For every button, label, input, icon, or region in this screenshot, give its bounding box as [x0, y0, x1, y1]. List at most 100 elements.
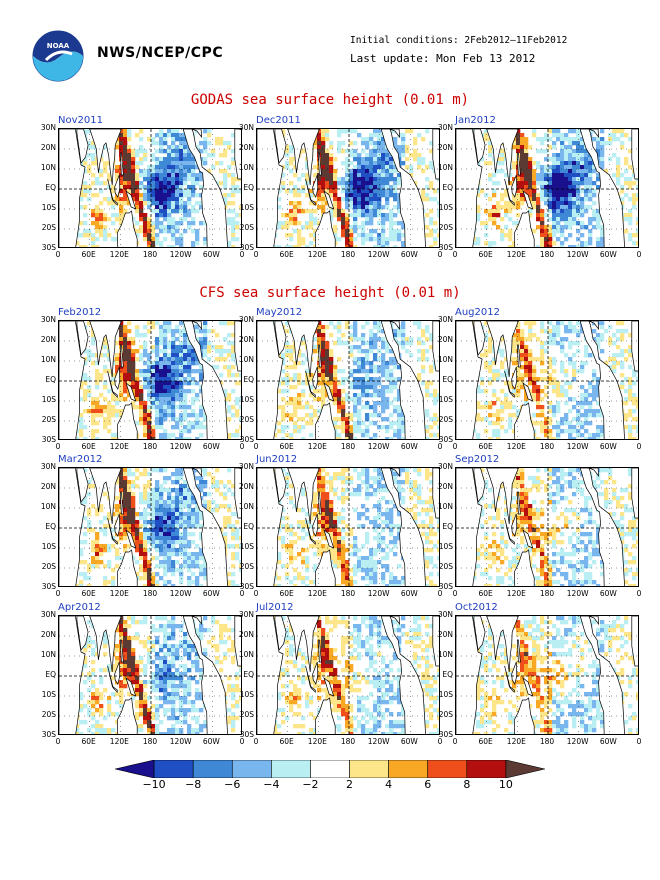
x-tick-label: 0: [636, 589, 642, 598]
y-tick-label: 30S: [438, 730, 453, 739]
last-update: Last update: Mon Feb 13 2012: [350, 52, 536, 65]
y-tick-label: 30S: [239, 435, 254, 444]
x-tick-label: 180: [142, 737, 158, 746]
x-tick-label: 180: [142, 589, 158, 598]
y-tick-label: EQ: [45, 183, 56, 192]
x-tick-label: 120E: [307, 250, 327, 259]
panel-label: Sep2012: [455, 454, 500, 465]
y-tick-label: 20N: [437, 482, 453, 491]
x-tick-label: 60W: [599, 442, 617, 451]
x-tick-label: 60E: [81, 250, 96, 259]
ssh-map-panel: [455, 320, 639, 440]
y-tick-label: 10S: [41, 203, 56, 212]
land-outline: [257, 468, 439, 586]
x-tick-label: 0: [452, 589, 458, 598]
ssh-map-panel: [256, 467, 440, 587]
x-tick-label: 120W: [169, 589, 192, 598]
y-tick-label: EQ: [45, 375, 56, 384]
y-tick-label: 20S: [41, 710, 56, 719]
x-tick-label: 120W: [566, 589, 589, 598]
y-tick-label: EQ: [243, 522, 254, 531]
x-tick-label: 0: [55, 589, 61, 598]
y-tick-label: 20N: [40, 630, 56, 639]
land-outline: [257, 129, 439, 247]
colorbar-label: 4: [385, 778, 393, 791]
x-tick-label: 120W: [367, 250, 390, 259]
y-tick-label: 20S: [239, 415, 254, 424]
y-tick-label: 10S: [438, 690, 453, 699]
x-tick-label: 120E: [109, 737, 129, 746]
panel-label: May2012: [256, 307, 303, 318]
x-tick-label: 180: [539, 589, 555, 598]
y-tick-label: EQ: [243, 375, 254, 384]
x-tick-label: 60E: [279, 442, 294, 451]
colorbar-label: −6: [224, 778, 241, 791]
y-tick-label: EQ: [442, 375, 453, 384]
y-tick-label: 10N: [437, 355, 453, 364]
y-tick-label: 20N: [238, 335, 254, 344]
y-tick-label: 10S: [41, 395, 56, 404]
y-tick-label: EQ: [243, 183, 254, 192]
y-tick-label: 20N: [40, 143, 56, 152]
y-tick-label: EQ: [442, 670, 453, 679]
x-tick-label: 60E: [279, 737, 294, 746]
x-tick-label: 60W: [599, 250, 617, 259]
y-tick-label: 30N: [238, 462, 254, 471]
x-tick-label: 0: [452, 442, 458, 451]
svg-text:NOAA: NOAA: [47, 42, 70, 50]
y-tick-label: 10N: [40, 355, 56, 364]
ssh-map-panel: [256, 128, 440, 248]
x-tick-label: 120E: [307, 589, 327, 598]
colorbar-swatch: [466, 759, 507, 779]
x-tick-label: 180: [340, 589, 356, 598]
y-tick-label: EQ: [243, 670, 254, 679]
y-tick-label: 20S: [41, 415, 56, 424]
y-tick-label: 20N: [437, 630, 453, 639]
y-tick-label: 20S: [438, 415, 453, 424]
x-tick-label: 0: [239, 737, 245, 746]
y-tick-label: 10S: [239, 542, 254, 551]
y-tick-label: 10S: [239, 690, 254, 699]
y-tick-label: 30S: [438, 435, 453, 444]
x-tick-label: 120E: [506, 250, 526, 259]
cfs-section-title: CFS sea surface height (0.01 m): [199, 285, 461, 301]
x-tick-label: 0: [253, 589, 259, 598]
land-outline: [257, 616, 439, 734]
x-tick-label: 0: [55, 737, 61, 746]
y-tick-label: EQ: [45, 522, 56, 531]
x-tick-label: 120W: [169, 737, 192, 746]
x-tick-label: 60W: [599, 737, 617, 746]
ssh-map-panel: [58, 615, 242, 735]
colorbar-swatch: [427, 759, 468, 779]
x-tick-label: 180: [142, 250, 158, 259]
y-tick-label: 30N: [40, 315, 56, 324]
panel-label: Oct2012: [455, 602, 498, 613]
x-tick-label: 0: [437, 589, 443, 598]
y-tick-label: 20S: [438, 223, 453, 232]
ssh-map-panel: [58, 320, 242, 440]
y-tick-label: 30S: [438, 582, 453, 591]
ssh-map-panel: [256, 615, 440, 735]
x-tick-label: 180: [142, 442, 158, 451]
x-tick-label: 180: [539, 442, 555, 451]
ssh-map-panel: [455, 467, 639, 587]
y-tick-label: 30S: [41, 435, 56, 444]
y-tick-label: 10N: [40, 163, 56, 172]
y-tick-label: 30N: [40, 123, 56, 132]
land-outline: [59, 468, 241, 586]
initial-conditions: Initial conditions: 2Feb2012–11Feb2012: [350, 35, 568, 46]
ssh-map-panel: [58, 467, 242, 587]
colorbar-swatch: [310, 759, 350, 779]
colorbar: [114, 759, 546, 779]
x-tick-label: 60W: [400, 589, 418, 598]
x-tick-label: 0: [452, 250, 458, 259]
x-tick-label: 60W: [400, 737, 418, 746]
x-tick-label: 0: [253, 737, 259, 746]
x-tick-label: 120E: [109, 442, 129, 451]
panel-label: Jan2012: [455, 115, 496, 126]
y-tick-label: 30S: [239, 582, 254, 591]
x-tick-label: 120E: [307, 737, 327, 746]
colorbar-swatch: [192, 759, 233, 779]
colorbar-label: −2: [302, 778, 319, 791]
y-tick-label: 30N: [437, 315, 453, 324]
